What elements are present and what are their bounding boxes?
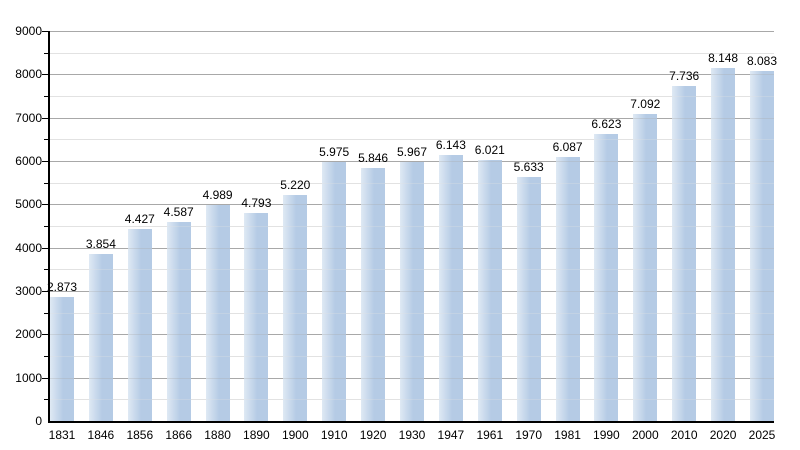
bar-2025 xyxy=(750,71,774,421)
plot-area: 2.873 1831 3.854 1846 4.427 1856 4.587 1866 4.98… xyxy=(42,31,777,442)
bar-1990 xyxy=(594,134,619,421)
bar-1890 xyxy=(244,213,269,421)
value-label-1831: 2.873 xyxy=(46,280,78,294)
y-axis-tick-label-6000: 6000 xyxy=(15,154,42,168)
bar-2020 xyxy=(711,68,736,421)
value-label-1910: 5.975 xyxy=(319,145,350,159)
y-tick-500 xyxy=(44,399,48,401)
bar-1920 xyxy=(361,168,386,421)
x-axis-label-1981: 1981 xyxy=(554,428,581,442)
y-tick-5500 xyxy=(44,182,48,184)
value-label-2025: 8.083 xyxy=(746,54,778,68)
value-label-1900: 5.220 xyxy=(280,178,311,192)
y-tick-4500 xyxy=(44,226,48,227)
x-axis-label-1866: 1866 xyxy=(165,428,193,442)
y-axis-tick-label-3000: 3000 xyxy=(15,284,42,298)
x-axis-label-1846: 1846 xyxy=(87,428,115,442)
value-label-1866: 4.587 xyxy=(163,205,194,219)
y-tick-8500 xyxy=(44,52,48,54)
y-axis-line xyxy=(48,31,50,423)
x-axis-label-1990: 1990 xyxy=(593,428,620,442)
x-axis-label-1961: 1961 xyxy=(476,428,504,442)
bar-1846 xyxy=(88,254,113,421)
bar-1947 xyxy=(438,155,463,421)
x-axis-label-2000: 2000 xyxy=(631,428,659,442)
y-tick-3500 xyxy=(44,269,48,271)
x-axis-label-1831: 1831 xyxy=(48,428,76,442)
y-axis-tick-label-1000: 1000 xyxy=(15,370,42,385)
x-axis-label-1930: 1930 xyxy=(398,428,426,442)
x-axis-label-2025: 2025 xyxy=(748,428,776,442)
y-tick-6000 xyxy=(42,161,48,162)
y-axis-tick-label-0: 0 xyxy=(35,414,42,428)
y-tick-7000 xyxy=(42,117,48,119)
value-label-1846: 3.854 xyxy=(85,237,116,251)
bars xyxy=(50,31,774,421)
y-axis-tick-labels: 0 1000 2000 3000 4000 5000 6000 7000 8000 9000 xyxy=(0,24,42,428)
y-tick-2500 xyxy=(44,312,48,314)
y-tick-5000 xyxy=(42,204,48,206)
y-axis-tick-label-9000: 9000 xyxy=(15,24,42,38)
y-tick-7500 xyxy=(44,96,48,97)
x-axis-label-1890: 1890 xyxy=(243,428,270,442)
y-tick-1500 xyxy=(44,356,48,357)
y-tick-8000 xyxy=(42,74,48,76)
y-tick-6500 xyxy=(44,139,48,141)
x-axis-line xyxy=(48,421,774,423)
y-tick-9000 xyxy=(42,31,48,32)
bar-1866 xyxy=(166,222,191,421)
bar-1981 xyxy=(555,157,580,421)
bar-1880 xyxy=(205,205,230,421)
value-label-1961: 6.021 xyxy=(474,143,505,157)
x-axis-label-1920: 1920 xyxy=(359,428,387,442)
value-label-2020: 8.148 xyxy=(708,51,739,65)
bar-1900 xyxy=(283,195,308,421)
x-axis-label-1970: 1970 xyxy=(515,428,543,442)
value-label-1947: 6.143 xyxy=(435,138,466,152)
y-tick-4000 xyxy=(42,247,48,249)
value-label-1880: 4.989 xyxy=(202,188,233,202)
y-tick-2000 xyxy=(42,334,48,336)
value-label-1930: 5.967 xyxy=(396,145,428,159)
x-axis-label-2010: 2010 xyxy=(670,428,698,442)
x-axis-label-1947: 1947 xyxy=(437,428,465,442)
value-label-1890: 4.793 xyxy=(241,196,272,210)
bar-1910 xyxy=(322,162,347,421)
y-axis-tick-label-2000: 2000 xyxy=(15,327,42,342)
bar-1961 xyxy=(477,160,502,421)
value-label-1856: 4.427 xyxy=(124,212,155,226)
x-axis-label-2020: 2020 xyxy=(709,428,737,442)
y-axis-tick-label-4000: 4000 xyxy=(15,240,42,255)
x-axis-label-1856: 1856 xyxy=(126,428,154,442)
bar-1930 xyxy=(400,162,424,421)
x-axis-label-1880: 1880 xyxy=(204,428,231,442)
value-label-1981: 6.087 xyxy=(552,140,583,154)
x-axis-label-1910: 1910 xyxy=(320,428,348,442)
bar-1970 xyxy=(516,177,541,421)
value-label-1990: 6.623 xyxy=(591,117,622,131)
value-label-2010: 7.736 xyxy=(669,69,700,83)
value-label-1970: 5.633 xyxy=(513,160,544,174)
value-label-2000: 7.092 xyxy=(630,97,661,111)
y-axis-tick-label-7000: 7000 xyxy=(15,110,42,125)
y-tick-1000 xyxy=(42,377,48,379)
y-axis-tick-label-8000: 8000 xyxy=(15,67,42,82)
y-axis-tick-label-5000: 5000 xyxy=(15,197,42,212)
bar-2010 xyxy=(672,86,697,421)
y-tick-3000 xyxy=(42,291,48,292)
bar-2000 xyxy=(633,114,658,421)
bar-1831 xyxy=(50,297,74,421)
bar-1856 xyxy=(127,229,152,421)
x-axis-label-1900: 1900 xyxy=(281,428,309,442)
